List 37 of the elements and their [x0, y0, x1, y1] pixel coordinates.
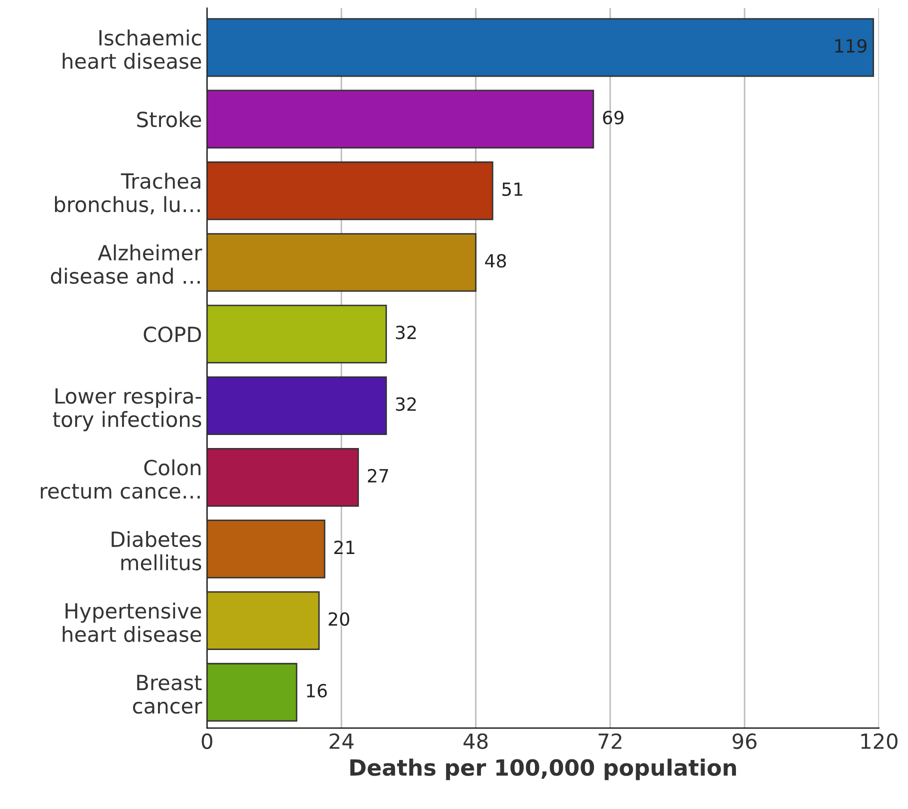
data-label: 69 — [603, 110, 624, 124]
y-tick-label: Diabetes mellitus — [112, 530, 202, 570]
data-label: 27 — [368, 468, 388, 482]
bar — [207, 376, 387, 436]
data-label: 51 — [502, 182, 522, 196]
y-tick-label: Breast cancer — [133, 674, 202, 714]
x-tick-label: 24 — [330, 733, 354, 749]
data-label: 21 — [334, 540, 354, 554]
y-tick-label: COPD — [144, 326, 201, 342]
y-tick-label: Stroke — [137, 111, 202, 128]
y-tick-label: Trachea bronchus, lu… — [55, 172, 200, 214]
bar — [207, 233, 476, 292]
x-axis-title: Deaths per 100,000 population — [350, 758, 736, 780]
y-tick-label: Alzheimer disease and … — [50, 244, 202, 284]
y-tick-label: Ischaemic heart disease — [62, 29, 202, 69]
bar — [207, 662, 298, 722]
data-label: 20 — [328, 612, 350, 626]
y-tick-label: Colon rectum cance… — [40, 459, 200, 499]
data-label: 48 — [485, 254, 506, 268]
bar — [207, 90, 594, 148]
x-tick-label: 48 — [464, 733, 488, 750]
x-tick-label: 72 — [598, 733, 622, 749]
bar — [207, 304, 387, 364]
y-tick-label: Lower respira- tory infections — [52, 388, 202, 432]
data-label: 119 — [835, 39, 866, 53]
data-label: 32 — [396, 397, 416, 411]
bar — [207, 448, 359, 507]
bar — [207, 520, 326, 578]
x-tick-label: 0 — [202, 733, 212, 750]
x-tick-label: 96 — [732, 733, 757, 750]
bar — [207, 591, 320, 650]
data-label: 16 — [306, 684, 327, 698]
bar — [207, 18, 874, 77]
bar — [207, 161, 494, 220]
data-label: 32 — [396, 326, 416, 340]
y-tick-label: Hypertensive heart disease — [62, 602, 202, 642]
x-tick-label: 120 — [861, 733, 898, 750]
